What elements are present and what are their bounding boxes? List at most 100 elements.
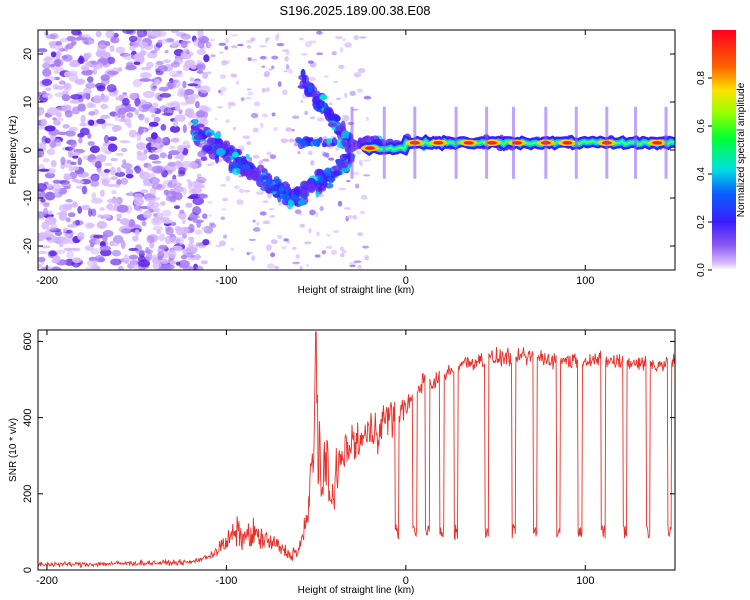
branch-tip xyxy=(319,94,328,101)
heatmap-cell xyxy=(79,127,90,136)
heatmap-cell xyxy=(110,176,118,181)
heatmap-cell xyxy=(263,70,270,77)
heatmap-cell xyxy=(357,264,362,270)
heatmap-cell xyxy=(316,30,323,35)
heatmap-cell xyxy=(292,261,300,265)
heatmap-cell xyxy=(355,183,360,189)
heatmap-cell xyxy=(304,241,312,245)
chart-title: S196.2025.189.00.38.E08 xyxy=(279,3,430,18)
ridge-hotspot-core xyxy=(463,141,474,145)
heatmap-cell xyxy=(242,135,251,139)
heatmap-cell xyxy=(134,109,140,115)
heatmap-cell xyxy=(120,177,129,185)
heatmap-cell xyxy=(326,233,331,237)
heatmap-cell xyxy=(65,217,71,223)
heatmap-cell xyxy=(64,45,69,52)
heatmap-cell xyxy=(123,254,129,262)
heatmap-cell xyxy=(265,87,270,93)
heatmap-cell xyxy=(172,73,184,77)
heatmap-cell xyxy=(103,122,115,127)
heatmap-cell xyxy=(365,116,369,121)
heatmap-cell xyxy=(227,106,232,109)
heatmap-cell xyxy=(288,138,296,143)
heatmap-cell xyxy=(145,61,154,69)
heatmap-cell xyxy=(356,88,364,93)
heatmap-y-axis-label: Frequency (Hz) xyxy=(8,116,19,185)
heatmap-cell xyxy=(266,151,272,156)
heatmap-cell xyxy=(219,86,227,93)
heatmap-cell xyxy=(285,64,290,70)
heatmap-cell xyxy=(148,201,155,206)
heatmap-cell xyxy=(154,79,161,85)
heatmap-cell xyxy=(66,35,76,42)
heatmap-cell xyxy=(64,130,76,137)
heatmap-cell xyxy=(119,218,130,225)
heatmap-cell xyxy=(151,183,163,190)
heatmap-cell xyxy=(210,54,216,58)
heatmap-cell xyxy=(96,220,107,229)
heatmap-cell xyxy=(87,141,95,146)
heatmap-cell xyxy=(184,112,191,117)
heatmap-cell xyxy=(289,189,295,194)
heatmap-cell xyxy=(80,114,86,124)
heatmap-cell xyxy=(149,146,158,151)
heatmap-cell xyxy=(171,179,177,186)
heatmap-cell xyxy=(280,138,289,144)
heatmap-cell xyxy=(55,41,63,47)
heatmap-cell xyxy=(128,129,137,138)
branch-tip-low xyxy=(297,199,306,206)
heatmap-cell xyxy=(214,117,218,121)
heatmap-cell xyxy=(352,171,360,176)
heatmap-cell xyxy=(114,112,120,122)
heatmap-cell xyxy=(160,38,169,44)
heatmap-cell xyxy=(307,60,314,64)
heatmap-cell xyxy=(52,117,57,121)
heatmap-cell xyxy=(169,79,179,84)
heatmap-cell xyxy=(59,211,68,217)
heatmap-cell xyxy=(70,161,77,166)
heatmap-cell xyxy=(115,152,124,156)
heatmap-cell xyxy=(304,110,308,116)
heatmap-cell xyxy=(175,104,181,112)
snr-y-tick-label: 0 xyxy=(22,567,34,573)
heatmap-cell xyxy=(248,251,253,254)
heatmap-cell xyxy=(315,211,319,218)
heatmap-cell xyxy=(163,189,170,196)
heatmap-cell xyxy=(178,166,186,175)
heatmap-cell xyxy=(52,254,61,264)
heatmap-cell xyxy=(194,100,200,109)
heatmap-cell xyxy=(154,142,161,148)
snr-x-tick-label: 0 xyxy=(403,575,409,587)
heatmap-cell xyxy=(188,223,195,233)
heatmap-cell xyxy=(328,157,335,161)
colorbar-tick-label: 0.8 xyxy=(696,71,707,85)
heatmap-cell xyxy=(66,250,74,260)
heatmap-cell xyxy=(144,246,151,254)
heatmap-cell xyxy=(81,185,88,195)
heatmap-cell xyxy=(298,213,303,216)
heatmap-cell xyxy=(264,38,269,44)
heatmap-cell xyxy=(170,61,180,68)
heatmap-cell xyxy=(152,213,158,217)
heatmap-cell xyxy=(338,187,347,191)
heatmap-cell xyxy=(43,202,50,208)
heatmap-cell xyxy=(314,254,321,258)
heatmap-cell xyxy=(82,92,91,100)
heatmap-cell xyxy=(344,207,351,210)
heatmap-cell xyxy=(311,90,321,98)
heatmap-cell xyxy=(276,234,283,239)
heatmap-cell xyxy=(339,46,344,53)
heatmap-cell xyxy=(195,265,204,270)
heatmap-cell xyxy=(316,117,325,122)
heatmap-cell xyxy=(260,122,264,129)
heatmap-cell xyxy=(87,208,93,217)
heatmap-cell xyxy=(105,30,115,39)
heatmap-cell xyxy=(106,183,118,188)
heatmap-cell xyxy=(122,97,130,106)
heatmap-cell xyxy=(40,118,47,127)
heatmap-cell xyxy=(111,249,122,257)
heatmap-cell xyxy=(50,266,62,270)
heatmap-cell xyxy=(100,74,110,81)
heatmap-cell xyxy=(261,65,266,68)
heatmap-cell xyxy=(90,179,100,188)
